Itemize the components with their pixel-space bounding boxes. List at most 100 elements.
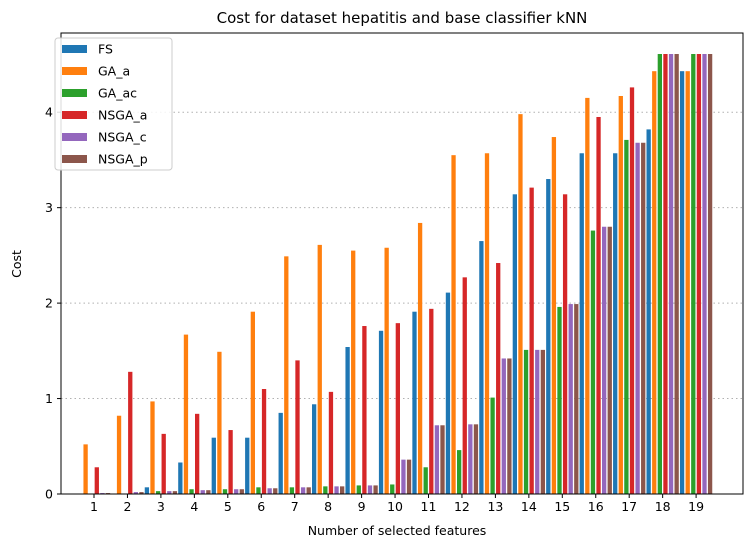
bar-nsga-p-11 <box>440 425 445 494</box>
legend-label-ga-ac: GA_ac <box>98 86 137 101</box>
x-tick-label: 1 <box>90 499 98 514</box>
bar-nsga-p-10 <box>406 459 412 494</box>
bar-nsga-c-4 <box>200 490 205 494</box>
legend-label-ga-a: GA_a <box>98 64 130 79</box>
bar-nsga-a-17 <box>629 87 635 495</box>
bar-ga-a-14 <box>518 114 523 494</box>
bar-nsga-a-18 <box>663 54 668 494</box>
bar-nsga-c-5 <box>234 489 239 494</box>
x-tick-label: 3 <box>157 499 165 514</box>
bar-ga-ac-5 <box>222 489 228 494</box>
x-tick-label: 11 <box>421 499 437 514</box>
bar-ga-ac-13 <box>490 397 495 494</box>
bar-nsga-a-12 <box>462 277 467 494</box>
bar-nsga-a-5 <box>228 430 233 494</box>
bar-nsga-p-4 <box>206 490 211 494</box>
bar-nsga-c-2 <box>133 492 138 494</box>
legend-box <box>54 37 173 171</box>
bar-ga-a-16 <box>585 97 590 495</box>
bar-fs-10 <box>378 330 384 494</box>
bar-nsga-a-8 <box>328 391 334 494</box>
bar-ga-ac-11 <box>423 467 428 494</box>
bar-fs-7 <box>278 412 283 494</box>
bar-ga-ac-4 <box>189 489 194 494</box>
x-tick-label: 14 <box>521 499 537 514</box>
bar-ga-a-7 <box>284 256 289 494</box>
bar-nsga-a-13 <box>496 263 501 494</box>
bar-nsga-a-16 <box>596 116 601 495</box>
bar-ga-a-17 <box>618 95 623 495</box>
x-axis-ticks: 1 2 3 4 5 6 7 8 9 10 11 12 13 14 15 16 17 18 19 <box>90 494 704 514</box>
bar-nsga-a-6 <box>261 389 267 494</box>
bar-ga-ac-14 <box>523 349 529 494</box>
bar-nsga-a-15 <box>562 194 568 495</box>
y-tick-label: 2 <box>45 296 53 311</box>
bar-ga-ac-9 <box>356 485 361 494</box>
bar-nsga-a-7 <box>295 360 300 494</box>
bar-fs-17 <box>613 153 618 494</box>
y-axis-label: Cost <box>9 250 24 278</box>
bar-fs-8 <box>312 404 317 494</box>
bar-nsga-p-5 <box>239 489 244 494</box>
bar-fs-19 <box>679 71 685 495</box>
x-tick-label: 12 <box>454 499 470 514</box>
bar-ga-ac-10 <box>390 484 395 494</box>
bar-ga-ac-15 <box>557 306 562 494</box>
grid-lines <box>61 111 743 400</box>
bar-nsga-c-17 <box>635 142 640 494</box>
bar-nsga-a-10 <box>395 323 400 494</box>
bar-ga-ac-16 <box>590 230 596 494</box>
legend-swatch-ga-a <box>62 67 87 75</box>
bar-nsga-c-11 <box>434 425 440 494</box>
legend-swatch-nsga-a <box>62 111 87 119</box>
bars-group <box>83 54 713 495</box>
bar-nsga-p-9 <box>373 485 378 494</box>
bar-ga-a-8 <box>317 244 322 494</box>
bar-nsga-c-6 <box>267 488 272 494</box>
bar-nsga-p-19 <box>707 54 713 494</box>
bar-nsga-p-14 <box>540 349 545 494</box>
bar-fs-18 <box>646 129 651 494</box>
bar-nsga-c-14 <box>535 349 540 494</box>
x-tick-label: 7 <box>291 499 299 514</box>
bar-nsga-c-12 <box>468 424 473 494</box>
x-tick-label: 8 <box>324 499 332 514</box>
legend-label-nsga-a: NSGA_a <box>98 108 147 123</box>
bar-fs-4 <box>178 462 183 494</box>
legend-swatch-nsga-p <box>62 155 87 163</box>
bar-nsga-p-17 <box>641 142 646 494</box>
bar-nsga-c-8 <box>334 486 339 494</box>
bar-ga-a-19 <box>685 71 690 495</box>
bar-ga-ac-19 <box>691 54 696 494</box>
bar-ga-a-18 <box>652 71 657 495</box>
x-tick-label: 15 <box>554 499 570 514</box>
bar-ga-a-10 <box>384 247 389 494</box>
bar-fs-11 <box>412 311 417 494</box>
bar-nsga-p-12 <box>473 424 479 494</box>
bar-ga-ac-8 <box>323 486 328 494</box>
bar-nsga-p-15 <box>574 304 579 494</box>
bar-nsga-p-8 <box>340 486 345 494</box>
bar-fs-6 <box>245 437 250 494</box>
bar-nsga-a-1 <box>94 467 99 494</box>
legend-label-fs: FS <box>98 42 113 57</box>
bar-ga-a-2 <box>116 415 122 494</box>
bar-nsga-c-3 <box>167 491 172 494</box>
bar-nsga-c-9 <box>367 485 373 494</box>
bar-ga-a-9 <box>351 250 356 494</box>
bar-nsga-a-14 <box>529 187 534 494</box>
legend-swatch-nsga-c <box>62 133 87 141</box>
bar-nsga-a-11 <box>429 308 434 494</box>
bar-nsga-p-2 <box>139 492 144 494</box>
bar-ga-a-6 <box>250 311 255 494</box>
bar-nsga-c-7 <box>300 487 306 494</box>
bar-nsga-c-19 <box>702 54 707 494</box>
bar-nsga-c-18 <box>668 54 674 494</box>
x-axis-label: Number of selected features <box>308 523 487 538</box>
bar-nsga-p-16 <box>607 226 612 494</box>
bar-nsga-a-9 <box>362 326 367 494</box>
bar-nsga-a-2 <box>128 371 133 494</box>
bar-ga-a-4 <box>183 334 189 494</box>
bar-fs-16 <box>579 153 584 494</box>
